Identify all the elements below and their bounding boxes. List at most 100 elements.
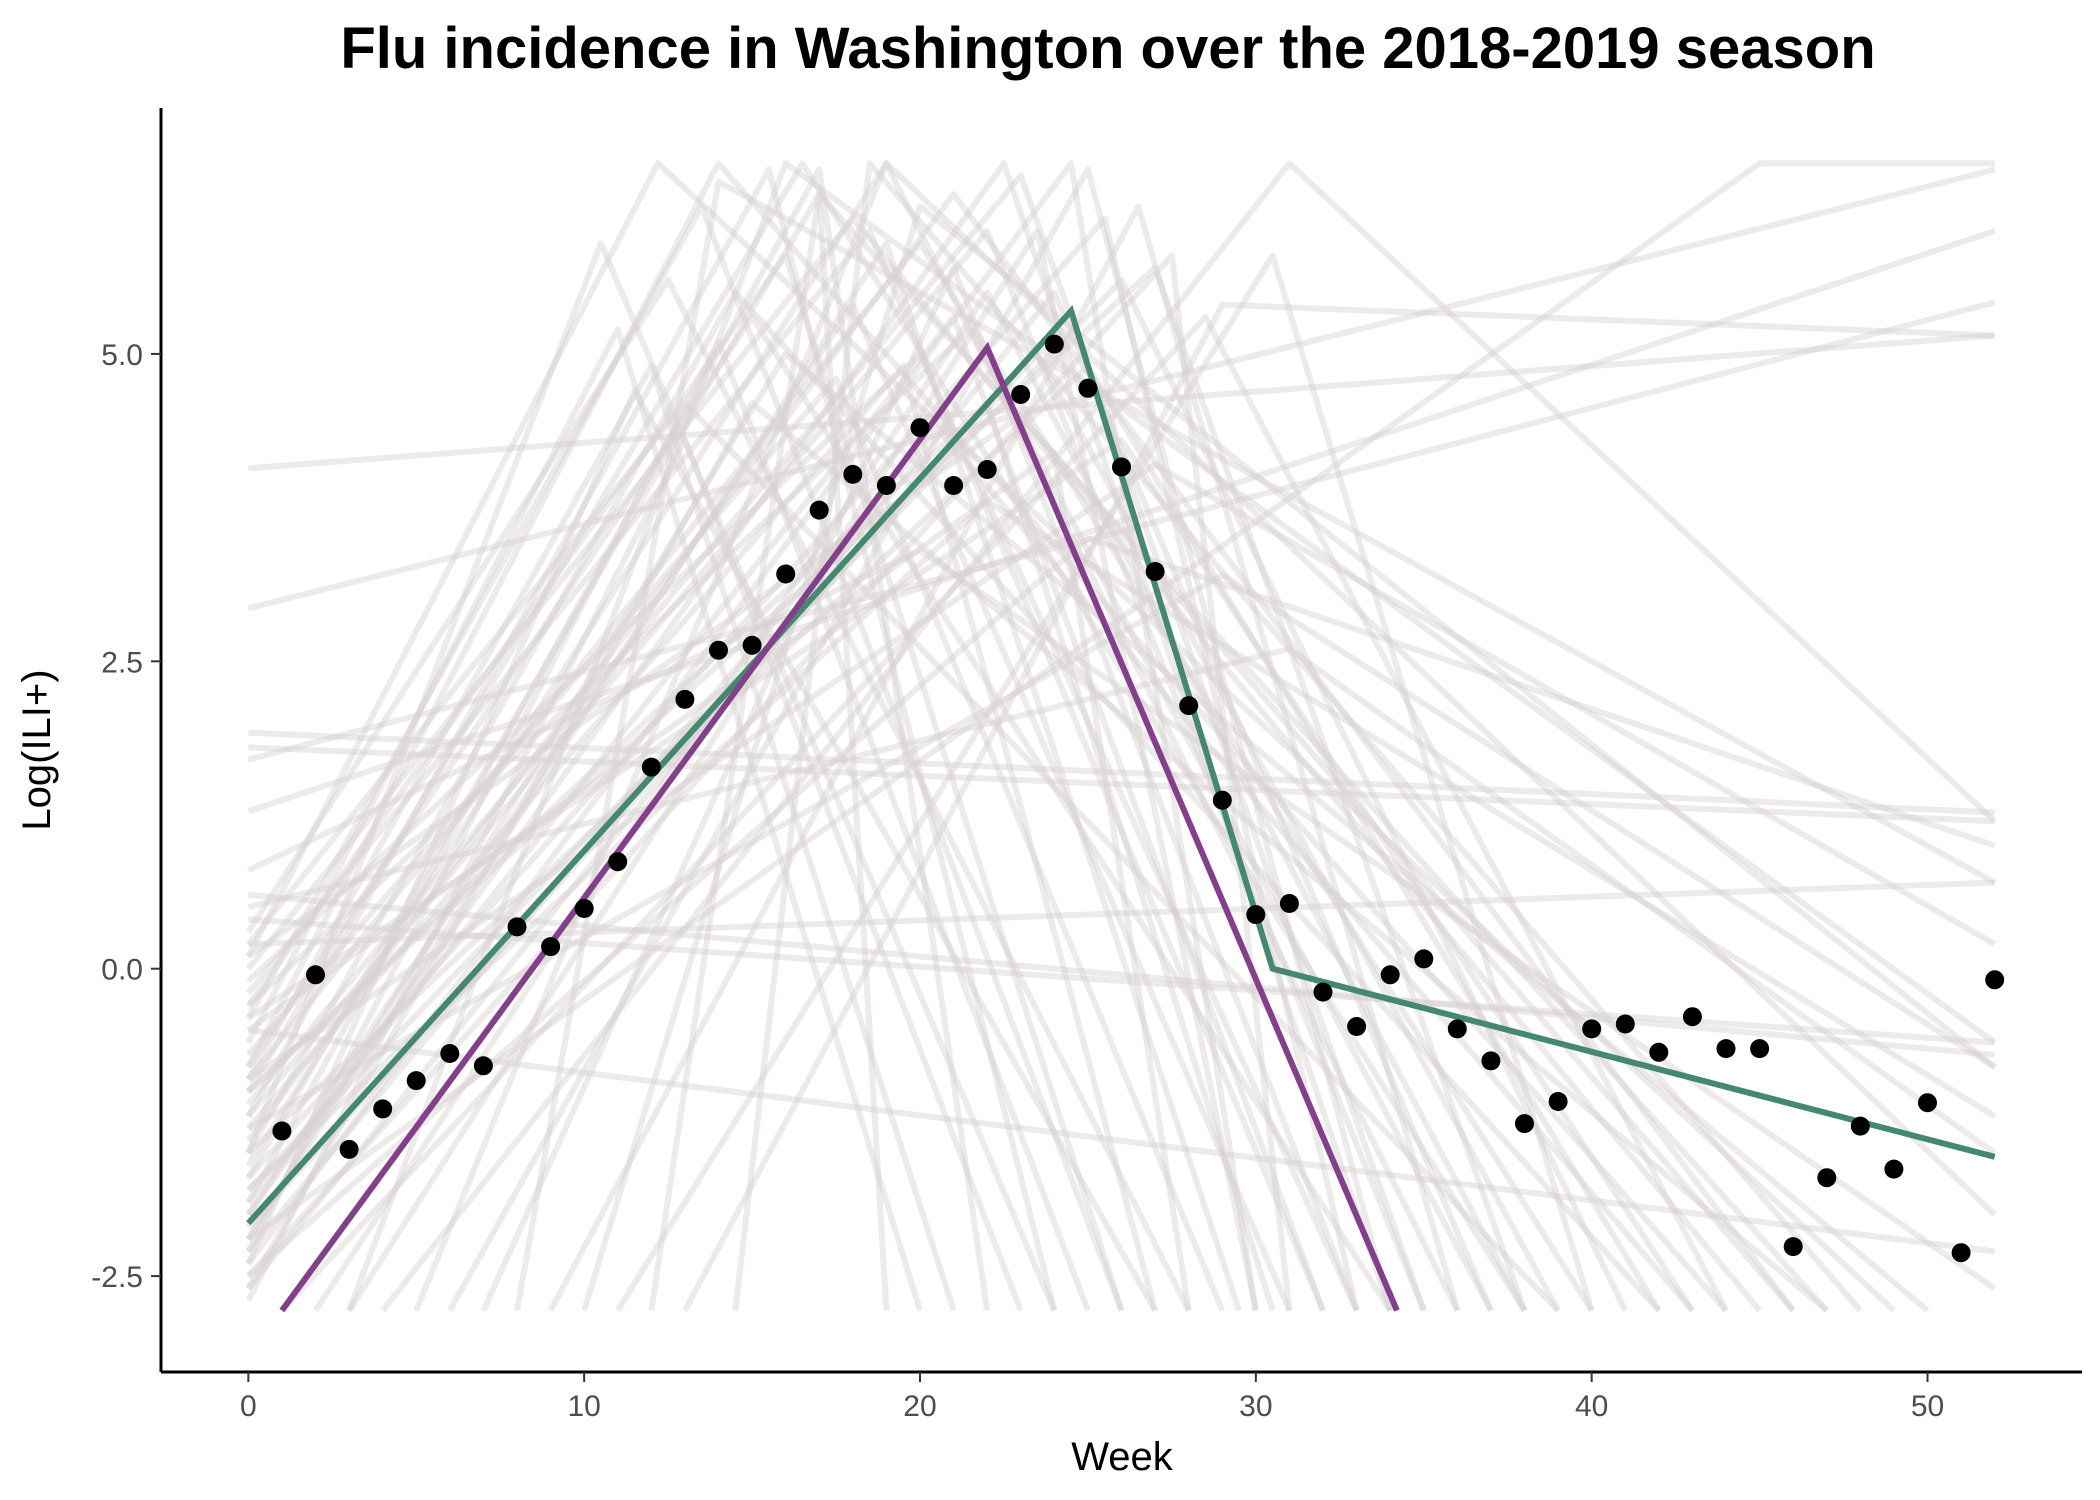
sample-line-53 <box>279 314 1729 1313</box>
x-tick-label: 10 <box>567 1390 600 1423</box>
data-point-week-25 <box>1078 378 1098 398</box>
sample-line-7 <box>248 879 1995 948</box>
sample-line-16 <box>245 160 1259 1311</box>
sample-line-13 <box>245 160 1528 1313</box>
sample-line-10 <box>248 916 1995 1046</box>
ticks: 0 10 20 30 40 50 -2.5 0.0 2.5 5.0 <box>91 339 1944 1423</box>
data-point-week-31 <box>1279 894 1299 913</box>
sample-line-18 <box>245 166 1058 1312</box>
data-point-week-7 <box>473 1056 493 1076</box>
sample-line-23 <box>245 172 1427 1312</box>
sample-line-59 <box>247 646 1997 1156</box>
sample-line-69 <box>245 228 1427 1312</box>
sample-line-50 <box>480 264 1360 1312</box>
sample-line-2 <box>247 166 1996 612</box>
sample-line-3 <box>248 729 1995 816</box>
data-point-week-10 <box>574 899 594 918</box>
data-point-week-48 <box>1850 1116 1870 1136</box>
sample-line-31 <box>246 363 1158 1312</box>
data-point-week-39 <box>1548 1092 1568 1111</box>
data-point-week-27 <box>1145 562 1165 581</box>
data-point-week-28 <box>1179 696 1199 716</box>
sample-line-71 <box>246 437 1695 1313</box>
data-point-week-9 <box>541 937 561 957</box>
sample-line-74 <box>245 314 1326 1312</box>
data-point-week-8 <box>507 917 527 937</box>
sample-line-72 <box>245 191 890 1311</box>
data-point-week-44 <box>1716 1039 1736 1059</box>
data-point-week-38 <box>1515 1114 1534 1134</box>
observed-points <box>272 334 2005 1263</box>
data-point-week-21 <box>944 476 964 495</box>
axes <box>159 108 2082 1374</box>
sample-line-52 <box>615 252 1595 1313</box>
data-point-week-29 <box>1212 790 1232 810</box>
sample-line-35 <box>245 215 1762 1313</box>
x-tick-label: 30 <box>1239 1390 1272 1423</box>
sample-line-47 <box>447 166 1394 1312</box>
sample-line-49 <box>380 160 1997 1313</box>
sample-line-61 <box>247 547 1997 1291</box>
data-point-week-47 <box>1817 1168 1837 1188</box>
sample-line-63 <box>245 240 1058 1312</box>
data-point-week-52 <box>1985 970 2005 990</box>
y-tick-label: 2.5 <box>101 646 143 679</box>
sample-line-57 <box>246 572 1997 1132</box>
data-point-week-17 <box>809 500 829 520</box>
sample-line-40 <box>245 437 1024 1312</box>
data-point-week-15 <box>742 635 762 655</box>
sample-line-39 <box>246 449 1192 1311</box>
data-point-week-40 <box>1582 1019 1602 1039</box>
sample-line-78 <box>246 412 1796 1313</box>
sample-line-24 <box>246 215 1360 1312</box>
sample-line-44 <box>581 203 1997 1312</box>
sample-line-12 <box>245 160 1729 1313</box>
sample-line-65 <box>245 338 1091 1312</box>
y-tick-label: 0.0 <box>101 954 143 987</box>
data-point-week-3 <box>339 1139 359 1159</box>
sample-line-75 <box>245 314 1393 1313</box>
sample-line-42 <box>413 160 1997 1312</box>
sample-line-17 <box>245 203 1125 1312</box>
data-point-week-16 <box>776 564 796 584</box>
data-point-week-49 <box>1884 1159 1904 1179</box>
data-point-week-6 <box>440 1044 460 1063</box>
y-tick-label: 5.0 <box>101 339 143 372</box>
sample-line-29 <box>245 350 1930 1313</box>
data-point-week-2 <box>306 965 325 985</box>
sample-line-55 <box>246 160 1995 1242</box>
sample-line-9 <box>247 1027 1996 1255</box>
sample-line-20 <box>245 228 1326 1312</box>
chart-title: Flu incidence in Washington over the 201… <box>340 16 1875 81</box>
data-point-week-41 <box>1615 1014 1635 1034</box>
data-point-week-4 <box>373 1099 393 1119</box>
sample-line-62 <box>246 535 1996 1279</box>
data-point-week-45 <box>1750 1039 1770 1059</box>
sample-line-36 <box>245 400 1829 1313</box>
data-point-week-51 <box>1951 1243 1971 1263</box>
data-point-week-37 <box>1481 1051 1501 1071</box>
data-point-week-42 <box>1649 1042 1669 1062</box>
data-point-week-14 <box>709 640 728 660</box>
data-point-week-1 <box>272 1121 292 1141</box>
sample-line-4 <box>247 299 1996 763</box>
sample-lines <box>245 160 1997 1313</box>
sample-line-19 <box>245 166 991 1311</box>
sample-line-80 <box>246 264 1528 1312</box>
data-point-week-33 <box>1347 1017 1367 1036</box>
sample-line-58 <box>246 461 1997 1082</box>
sample-line-64 <box>245 363 957 1312</box>
x-tick-label: 0 <box>240 1390 257 1423</box>
sample-line-73 <box>245 240 1242 1312</box>
sample-line-34 <box>246 277 1628 1312</box>
sample-line-67 <box>245 301 1293 1312</box>
sample-line-45 <box>648 191 1830 1313</box>
sample-line-8 <box>248 891 1995 1058</box>
data-point-week-50 <box>1918 1093 1937 1113</box>
sample-line-14 <box>245 160 1460 1312</box>
sample-line-21 <box>245 240 1595 1313</box>
data-point-week-5 <box>406 1071 426 1091</box>
sample-line-6 <box>248 744 1995 825</box>
data-point-week-19 <box>876 476 896 495</box>
sample-line-70 <box>245 289 1494 1312</box>
